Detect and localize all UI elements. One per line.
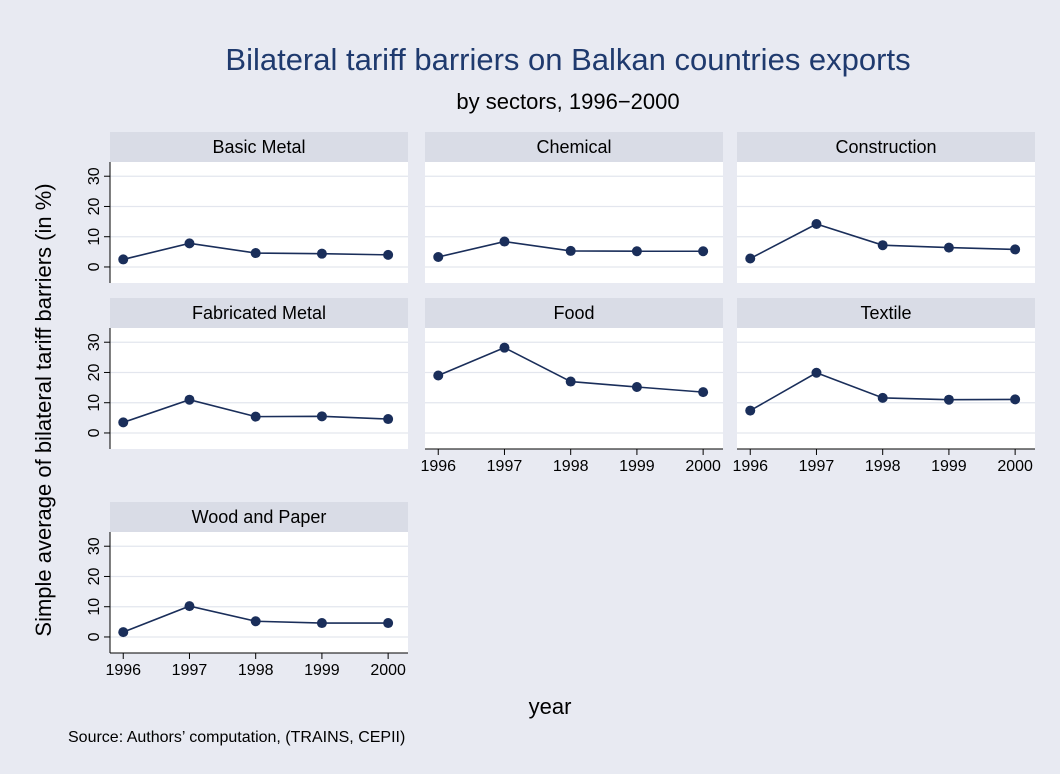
- data-point: [811, 219, 822, 230]
- panel-title: Construction: [835, 137, 936, 157]
- y-tick-label: 20: [86, 197, 103, 215]
- x-tick-label: 1998: [865, 458, 901, 475]
- panel-title: Wood and Paper: [192, 507, 327, 527]
- panel-header: [425, 132, 723, 162]
- plot-area: [110, 162, 408, 283]
- y-tick-label: 0: [86, 428, 103, 437]
- panel-title: Basic Metal: [212, 137, 305, 157]
- data-point: [383, 414, 394, 425]
- x-tick-label: 2000: [685, 458, 721, 475]
- data-point: [565, 245, 576, 256]
- panel-header: [737, 132, 1035, 162]
- source-note: Source: Authors’ computation, (TRAINS, C…: [68, 729, 405, 746]
- data-point: [877, 392, 888, 403]
- panel-header: [110, 502, 408, 532]
- data-point: [745, 253, 756, 264]
- data-point: [1010, 394, 1021, 405]
- data-point: [745, 405, 756, 416]
- x-tick-label: 2000: [997, 458, 1033, 475]
- x-tick-label: 1997: [487, 458, 523, 475]
- x-tick-label: 1996: [105, 662, 141, 679]
- data-point: [811, 367, 822, 378]
- data-point: [118, 417, 129, 428]
- panel-header: [110, 132, 408, 162]
- x-tick-label: 1996: [732, 458, 768, 475]
- x-tick-label: 1999: [619, 458, 655, 475]
- data-point: [1010, 244, 1021, 255]
- plot-area: [737, 328, 1035, 449]
- data-point: [250, 411, 261, 422]
- data-point: [877, 240, 888, 251]
- panel-header: [425, 298, 723, 328]
- y-tick-label: 10: [86, 598, 103, 616]
- panel-title: Chemical: [536, 137, 611, 157]
- plot-area: [425, 162, 723, 283]
- data-point: [499, 236, 510, 247]
- panel-title: Food: [553, 303, 594, 323]
- chart-title: Bilateral tariff barriers on Balkan coun…: [225, 42, 910, 77]
- x-tick-label: 1996: [420, 458, 456, 475]
- panel-header: [737, 298, 1035, 328]
- plot-area: [110, 328, 408, 449]
- data-point: [433, 370, 444, 381]
- data-point: [499, 342, 510, 353]
- x-tick-label: 1998: [238, 662, 274, 679]
- plot-area: [110, 532, 408, 653]
- data-point: [316, 618, 327, 629]
- plot-area: [425, 328, 723, 449]
- data-point: [184, 394, 195, 405]
- panel-header: [110, 298, 408, 328]
- data-point: [250, 248, 261, 259]
- data-point: [184, 601, 195, 612]
- panel-title: Fabricated Metal: [192, 303, 326, 323]
- y-tick-label: 10: [86, 394, 103, 412]
- data-point: [631, 381, 642, 392]
- x-tick-label: 1999: [304, 662, 340, 679]
- x-tick-label: 1997: [172, 662, 208, 679]
- plot-area: [737, 162, 1035, 283]
- data-point: [698, 387, 709, 398]
- panel-title: Textile: [860, 303, 911, 323]
- data-point: [698, 246, 709, 257]
- data-point: [383, 618, 394, 629]
- data-point: [316, 248, 327, 259]
- data-point: [118, 254, 129, 265]
- y-tick-label: 0: [86, 632, 103, 641]
- data-point: [383, 249, 394, 260]
- data-point: [565, 376, 576, 387]
- chart-subtitle: by sectors, 1996−2000: [456, 89, 679, 114]
- y-tick-label: 20: [86, 363, 103, 381]
- data-point: [943, 394, 954, 405]
- y-tick-label: 20: [86, 567, 103, 585]
- y-tick-label: 30: [86, 167, 103, 185]
- x-axis-title: year: [529, 694, 572, 719]
- data-point: [316, 411, 327, 422]
- x-tick-label: 1998: [553, 458, 589, 475]
- x-tick-label: 1999: [931, 458, 967, 475]
- y-tick-label: 0: [86, 262, 103, 271]
- x-tick-label: 1997: [799, 458, 835, 475]
- x-tick-label: 2000: [370, 662, 406, 679]
- y-tick-label: 10: [86, 228, 103, 246]
- y-axis-title: Simple average of bilateral tariff barri…: [31, 183, 56, 636]
- data-point: [184, 238, 195, 249]
- data-point: [433, 251, 444, 262]
- data-point: [250, 616, 261, 627]
- data-point: [943, 242, 954, 253]
- y-tick-label: 30: [86, 333, 103, 351]
- data-point: [118, 627, 129, 638]
- y-tick-label: 30: [86, 537, 103, 555]
- data-point: [631, 246, 642, 257]
